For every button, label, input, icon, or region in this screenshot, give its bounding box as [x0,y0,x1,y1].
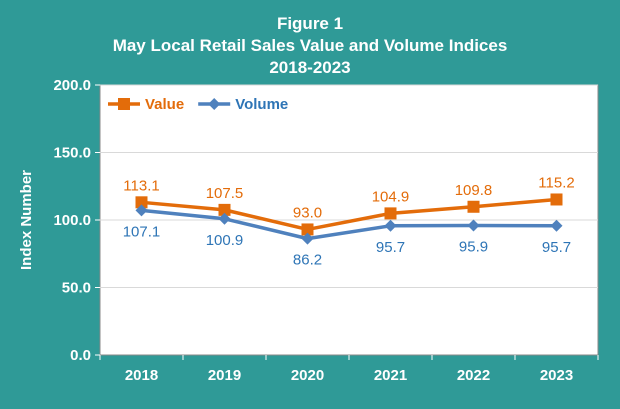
axes: 0.0 50.0 100.0 150.0 200.0 2018 2019 2020 2021 20… [53,77,599,384]
data-label: 95.7 [376,239,405,256]
data-label: 104.9 [372,188,410,205]
data-point-marker [384,219,397,232]
x-tick-label: 2021 [374,367,407,384]
legend-marker [208,98,221,110]
y-tick-label: 150.0 [53,145,91,162]
x-tick-label: 2023 [540,367,573,384]
legend-item-value: Value [108,96,184,113]
data-point-marker [218,203,231,216]
x-tick-label: 2020 [291,367,324,384]
data-point-marker [384,207,397,220]
series-line [141,197,557,232]
y-tick-label: 50.0 [62,280,91,297]
legend-label: Value [145,96,184,113]
legend: Value Volume [108,96,288,113]
x-tick-label: 2019 [208,367,241,384]
y-tick-label: 0.0 [70,347,91,364]
chart-title-line-1: Figure 1 [277,14,343,33]
data-label: 95.9 [459,239,488,256]
legend-item-volume: Volume [198,96,288,113]
series-group: 113.1 107.5 93.0 104.9 109.8 115.2 107.1 100.9 8… [123,174,575,268]
data-point-marker [301,232,314,245]
series-volume: 107.1 100.9 86.2 95.7 95.9 95.7 [123,204,571,269]
data-point-marker [301,223,314,236]
data-point-marker [550,219,563,232]
data-label: 115.2 [538,174,574,191]
data-point-marker [550,193,563,206]
data-label: 107.5 [206,185,244,202]
series-line [141,208,557,241]
data-label: 100.9 [206,232,244,249]
data-label: 93.0 [293,204,322,221]
data-label: 109.8 [455,182,493,199]
chart-title-line-2: May Local Retail Sales Value and Volume … [113,36,508,55]
data-point-marker [135,196,148,209]
data-label: 95.7 [542,239,571,256]
data-label: 86.2 [293,252,322,269]
data-point-marker [135,204,148,217]
y-tick-label: 100.0 [53,212,91,229]
x-tick-label: 2018 [125,367,158,384]
data-label: 107.1 [123,223,161,240]
data-label: 113.1 [123,177,159,194]
legend-marker [118,98,130,110]
series-value: 113.1 107.5 93.0 104.9 109.8 115.2 [123,174,575,236]
data-point-marker [218,212,231,225]
data-point-marker [467,219,480,232]
legend-label: Volume [235,96,288,113]
y-axis-label: Index Number [18,170,35,270]
data-point-marker [467,200,480,213]
chart-title-line-3: 2018-2023 [269,58,350,77]
y-tick-label: 200.0 [53,77,91,94]
x-tick-label: 2022 [457,367,490,384]
